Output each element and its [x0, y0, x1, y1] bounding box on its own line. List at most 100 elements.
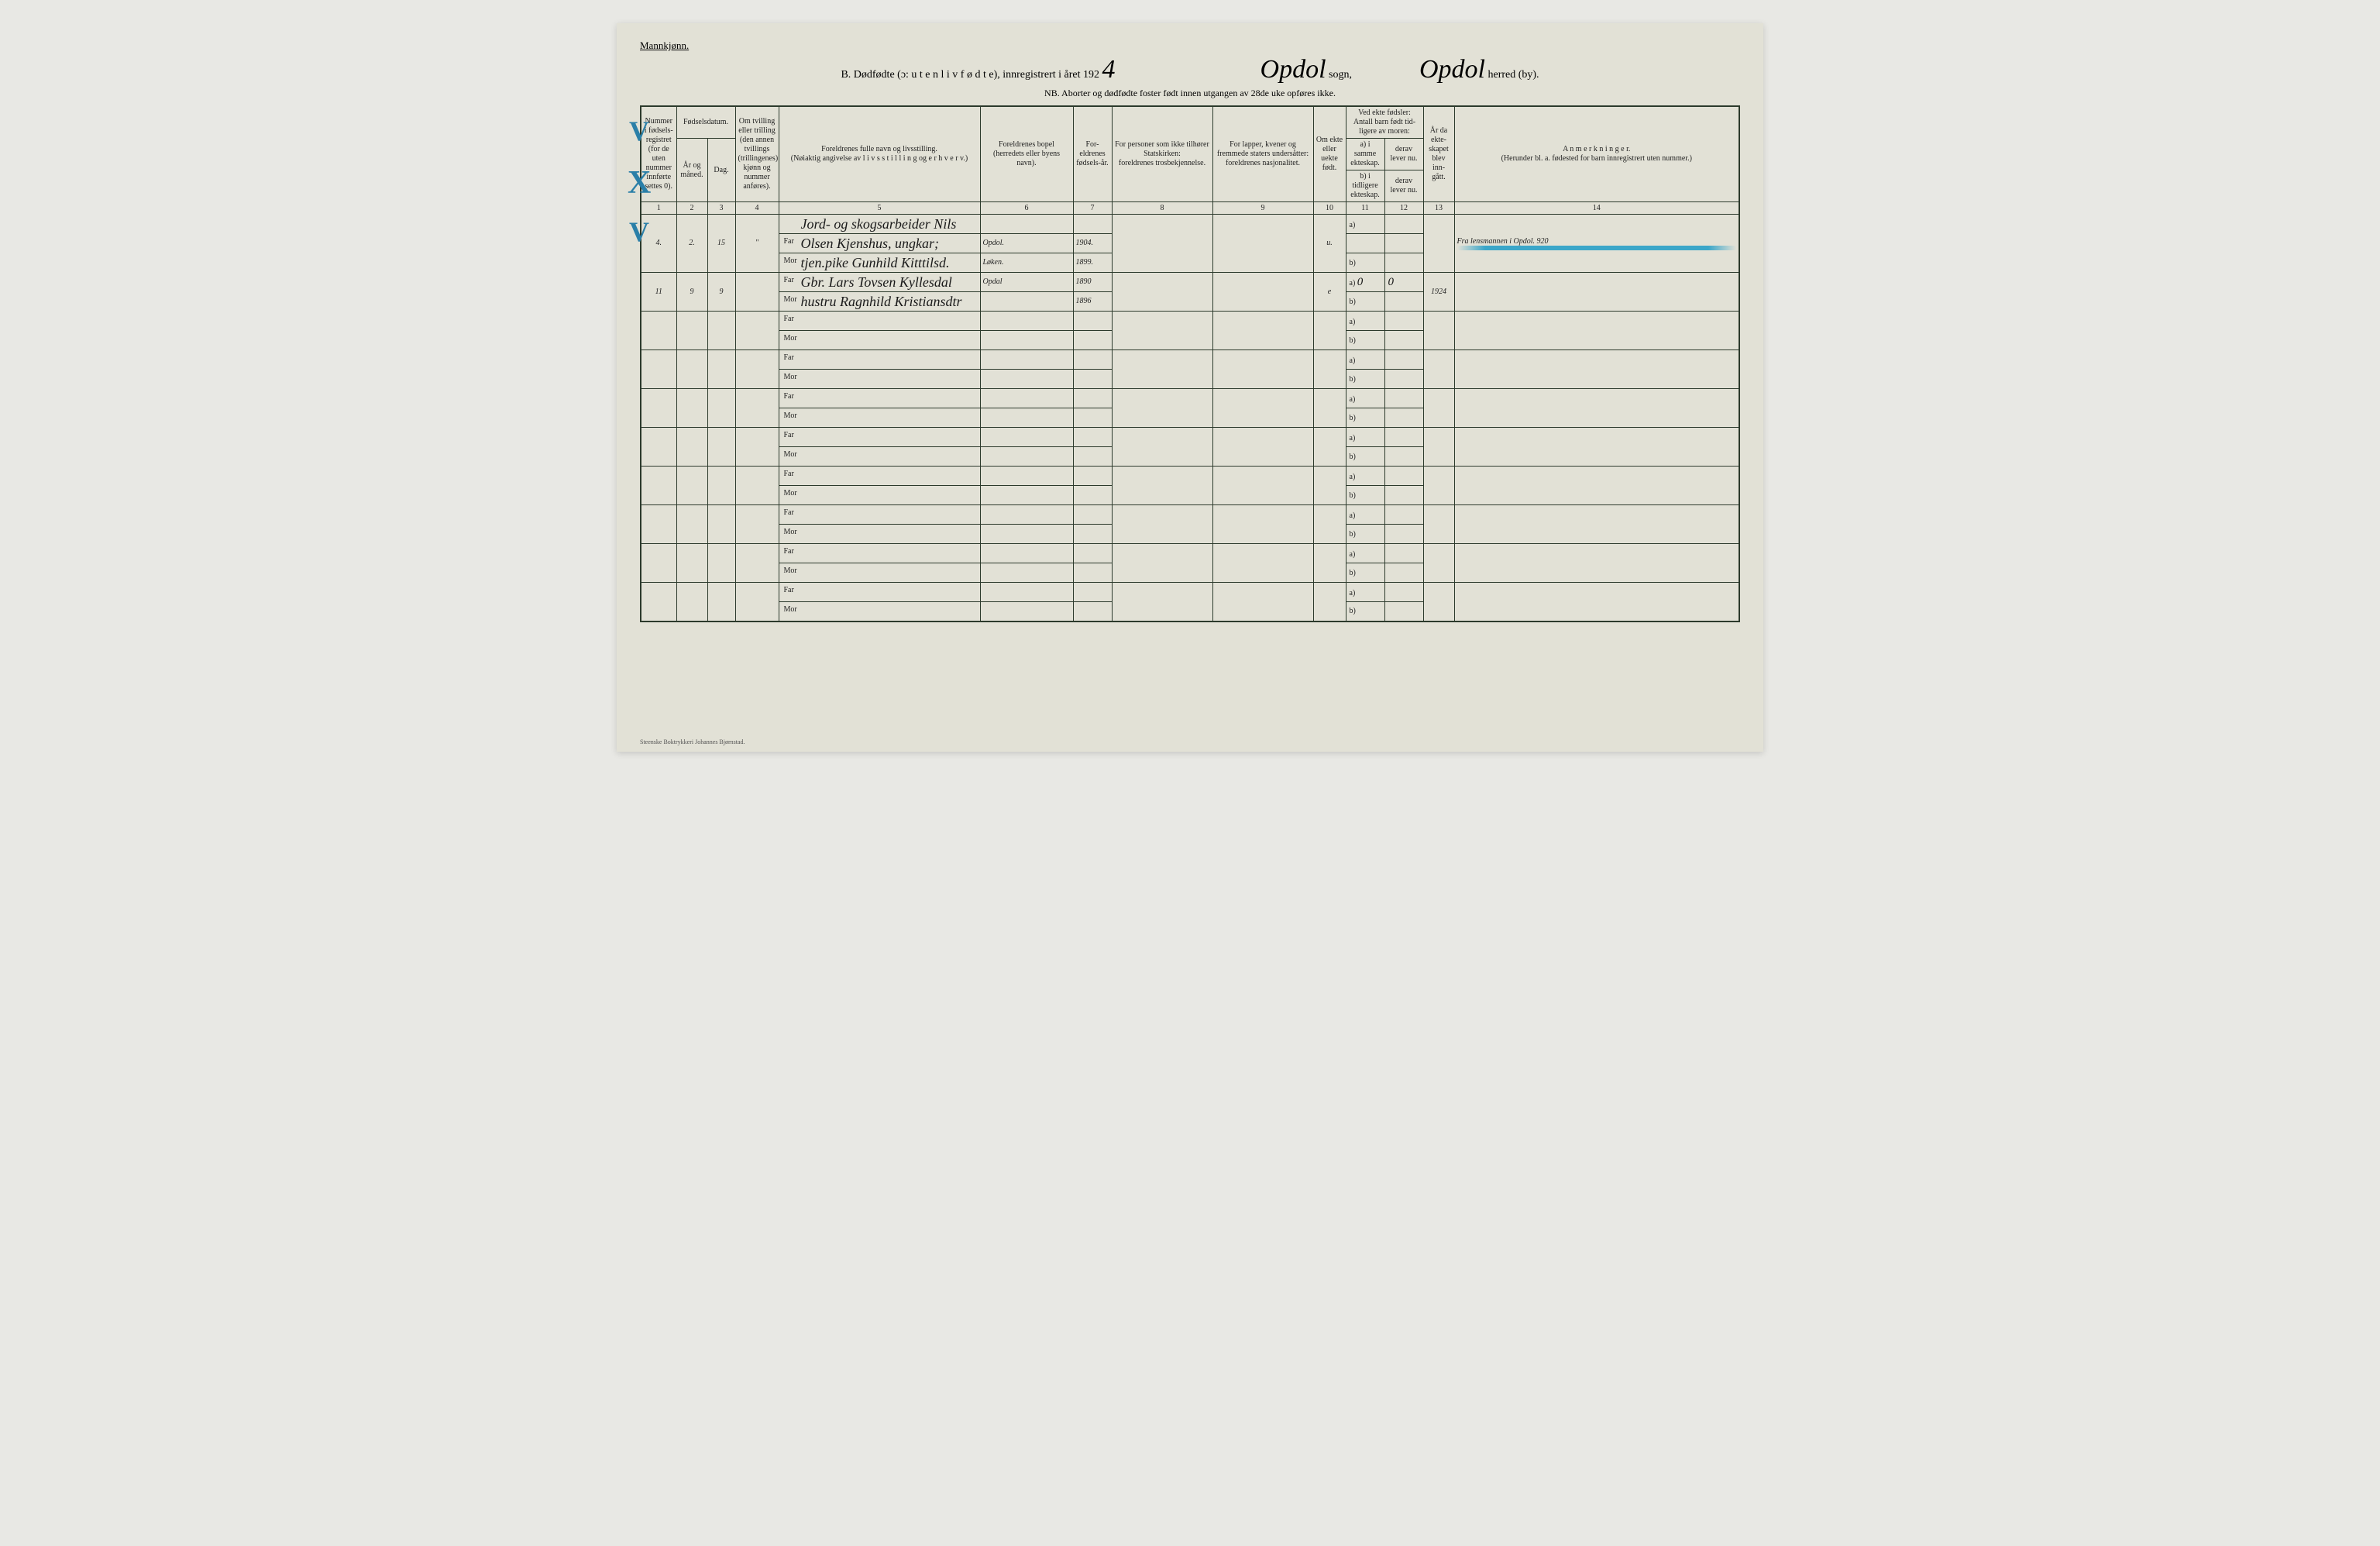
cell-11a: a) 0 [1346, 273, 1384, 292]
cell-col9 [1212, 312, 1313, 350]
cell-far: Far [779, 350, 980, 370]
cell-far: Far [779, 505, 980, 525]
blue-check-2: V [629, 215, 649, 248]
cell-far: Far [779, 428, 980, 447]
colnum: 8 [1112, 202, 1212, 215]
cell-12b [1384, 525, 1423, 544]
col-header-12a: derav lever nu. [1384, 139, 1423, 170]
colnum: 4 [735, 202, 779, 215]
col-header-11b: b) i tidligere ekteskap. [1346, 170, 1384, 202]
cell-num [641, 544, 676, 583]
cell-twin [735, 389, 779, 428]
cell-remark [1454, 428, 1739, 467]
cell-bopel-mor [980, 525, 1073, 544]
cell-bopel-far [980, 389, 1073, 408]
col-header-6: Foreldrenes bopel (herredets eller byens… [980, 106, 1073, 202]
colnum: 11 [1346, 202, 1384, 215]
cell-12a: 0 [1384, 273, 1423, 292]
cell-year-far [1073, 389, 1112, 408]
cell-day [707, 583, 735, 621]
cell-col8 [1112, 215, 1212, 273]
cell-11a: a) [1346, 428, 1384, 447]
cell-col9 [1212, 350, 1313, 389]
colnum: 13 [1423, 202, 1454, 215]
cell-twin [735, 350, 779, 389]
col-header-4: Om tvilling eller trilling (den annen tv… [735, 106, 779, 202]
entry-row-far: 1199FarGbr. Lars Tovsen KyllesdalOpdal18… [641, 273, 1739, 292]
col8-bot: foreldrenes trosbekjennelse. [1115, 159, 1210, 168]
cell-col8 [1112, 544, 1212, 583]
cell-13 [1423, 350, 1454, 389]
entry-row-far: Far a) [641, 428, 1739, 447]
cell-12a [1384, 505, 1423, 525]
cell-bopel-mor [980, 370, 1073, 389]
cell-twin [735, 428, 779, 467]
cell-ekte [1313, 428, 1346, 467]
cell-bopel-far [980, 428, 1073, 447]
cell-ekte [1313, 312, 1346, 350]
cell-year-mor [1073, 525, 1112, 544]
cell-col9 [1212, 389, 1313, 428]
cell-year-month [676, 389, 707, 428]
header: Mannkjønn. B. Dødfødte (ɔ: u t e n l i v… [640, 39, 1740, 99]
cell-remark [1454, 312, 1739, 350]
far-label: Far [784, 508, 794, 517]
cell-11a: a) [1346, 544, 1384, 563]
cell-11b: b) [1346, 563, 1384, 583]
cell-13 [1423, 312, 1454, 350]
col9-bot: foreldrenes nasjonalitet. [1216, 159, 1311, 168]
cell-mor: Mortjen.pike Gunhild Kitttilsd. [779, 253, 980, 273]
cell-11a: a) [1346, 350, 1384, 370]
cell-13 [1423, 428, 1454, 467]
cell-bopel-mor [980, 602, 1073, 621]
colnum: 5 [779, 202, 980, 215]
cell-bopel-far [980, 350, 1073, 370]
cell-12a [1384, 428, 1423, 447]
cell-bopel-far: Opdal [980, 273, 1073, 292]
mor-label: Mor [784, 489, 797, 498]
cell-year-month [676, 350, 707, 389]
cell-year-mor [1073, 563, 1112, 583]
cell-year-far: 1904. [1073, 234, 1112, 253]
cell-mor: Mor [779, 370, 980, 389]
blue-check-1: V [629, 115, 649, 147]
cell-day [707, 544, 735, 583]
cell-bopel-mor [980, 408, 1073, 428]
blue-stroke [1457, 246, 1737, 250]
cell-twin [735, 312, 779, 350]
cell-ekte [1313, 350, 1346, 389]
cell-day [707, 467, 735, 505]
cell-bopel-far [980, 583, 1073, 602]
cell-11a: a) [1346, 312, 1384, 331]
cell-year-mor: 1896 [1073, 292, 1112, 312]
cell-col8 [1112, 505, 1212, 544]
cell-bopel-far [980, 312, 1073, 331]
mor-label: Mor [784, 566, 797, 575]
cell-num [641, 428, 676, 467]
blue-x-mark: X [628, 164, 651, 201]
far-text: Gbr. Lars Tovsen Kyllesdal [801, 274, 952, 290]
cell-num [641, 505, 676, 544]
cell-12b [1384, 370, 1423, 389]
cell-bopel-mor [980, 447, 1073, 467]
cell-ekte: e [1313, 273, 1346, 312]
col5-top: Foreldrenes fulle navn og livsstilling. [782, 145, 978, 154]
cell-twin [735, 467, 779, 505]
colnum: 14 [1454, 202, 1739, 215]
printer-footer: Steenske Boktrykkeri Johannes Bjørnstad. [640, 739, 745, 745]
col9-top: For lapper, kvener og fremmede staters u… [1216, 140, 1311, 159]
year-handwritten: 4 [1102, 55, 1116, 84]
col8-top: For personer som ikke tilhører Statskirk… [1115, 140, 1210, 159]
far-label: Far [784, 237, 794, 246]
mor-label: Mor [784, 257, 797, 265]
cell-12a [1384, 312, 1423, 331]
cell-11b: b) [1346, 602, 1384, 621]
cell-12a [1384, 544, 1423, 563]
far-label: Far [784, 586, 794, 594]
cell-bopel-far [980, 505, 1073, 525]
cell-11b: b) [1346, 370, 1384, 389]
mor-label: Mor [784, 334, 797, 343]
entry-row-far: Fara) [641, 389, 1739, 408]
far-label: Far [784, 547, 794, 556]
table-head: Nummer i fødsels-registret (for de uten … [641, 106, 1739, 215]
